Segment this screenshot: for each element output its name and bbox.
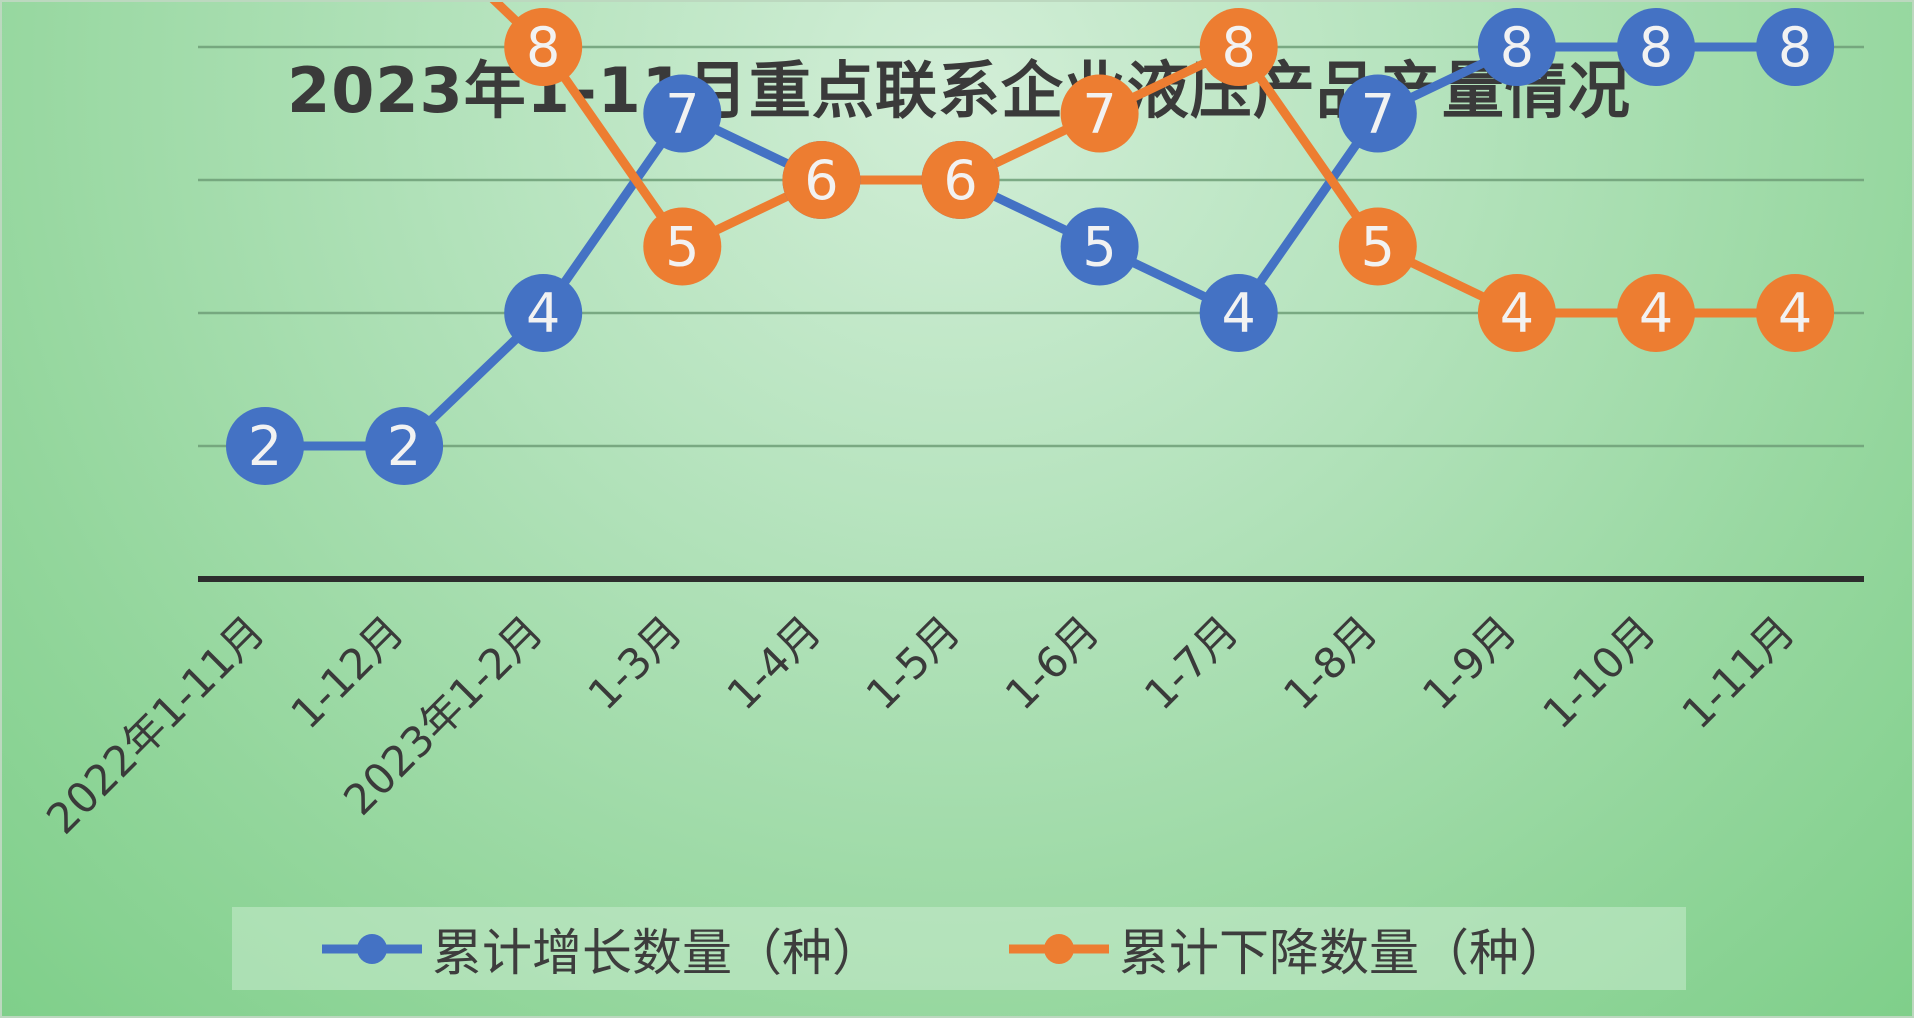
- series-line-0: [265, 42, 1796, 451]
- data-point: [921, 141, 1000, 219]
- data-label: 2: [248, 415, 282, 478]
- data-point: [1477, 8, 1556, 86]
- data-point: [643, 207, 722, 286]
- x-tick-label: 1-6月: [996, 606, 1109, 719]
- data-point: [1060, 74, 1139, 153]
- x-tick-label: 1-5月: [857, 606, 970, 719]
- data-point: [504, 8, 583, 86]
- data-point: [365, 407, 444, 485]
- x-tick-label: 1-10月: [1533, 606, 1665, 738]
- data-label: 4: [1639, 282, 1673, 345]
- data-point: [1756, 8, 1835, 86]
- data-label: 4: [526, 282, 560, 345]
- data-label: 4: [1222, 282, 1256, 345]
- legend-item-increase: 累计增长数量（种）: [322, 907, 882, 990]
- legend-item-decrease: 累计下降数量（种）: [1009, 907, 1569, 990]
- data-point: [1338, 207, 1417, 286]
- x-tick-label: 1-8月: [1274, 606, 1387, 719]
- data-label: 5: [1082, 216, 1116, 279]
- x-tick-label: 2022年1-11月: [37, 606, 274, 843]
- data-label: 5: [665, 216, 699, 279]
- data-point: [1617, 274, 1695, 352]
- data-point: [1060, 207, 1139, 286]
- x-tick-label: 1-3月: [579, 606, 692, 719]
- data-label: 7: [665, 83, 699, 146]
- data-label: 5: [1361, 216, 1395, 279]
- data-label: 8: [1778, 16, 1812, 79]
- legend-label-increase: 累计增长数量（种）: [432, 923, 882, 982]
- data-point: [1338, 74, 1417, 153]
- data-label: 8: [1222, 16, 1256, 79]
- data-label: 6: [943, 149, 977, 212]
- x-tick-label: 1-9月: [1413, 606, 1526, 719]
- data-label: 4: [1778, 282, 1812, 345]
- data-point: [504, 274, 583, 352]
- data-label: 2: [387, 415, 421, 478]
- data-label: 4: [1500, 282, 1534, 345]
- data-point: [782, 141, 861, 219]
- x-tick-label: 1-4月: [718, 606, 831, 719]
- x-tick-label: 1-11月: [1672, 606, 1804, 738]
- data-point: [1199, 8, 1278, 86]
- data-point: [1477, 274, 1556, 352]
- data-label: 8: [526, 16, 560, 79]
- data-label: 6: [804, 149, 838, 212]
- data-point: [643, 74, 722, 153]
- data-label: 8: [1500, 16, 1534, 79]
- data-label: 8: [1639, 16, 1673, 79]
- legend-marker-increase: [322, 933, 422, 964]
- data-point: [1617, 8, 1695, 86]
- data-point: [226, 407, 304, 485]
- data-point: [1756, 274, 1835, 352]
- data-label: 7: [1082, 83, 1116, 146]
- data-point: [1199, 274, 1278, 352]
- data-label: 7: [1361, 83, 1395, 146]
- x-tick-label: 1-7月: [1135, 606, 1248, 719]
- legend: 累计增长数量（种） 累计下降数量（种）: [232, 907, 1686, 990]
- x-tick-label: 1-12月: [281, 606, 413, 738]
- legend-marker-decrease: [1009, 933, 1109, 964]
- legend-label-decrease: 累计下降数量（种）: [1119, 923, 1569, 982]
